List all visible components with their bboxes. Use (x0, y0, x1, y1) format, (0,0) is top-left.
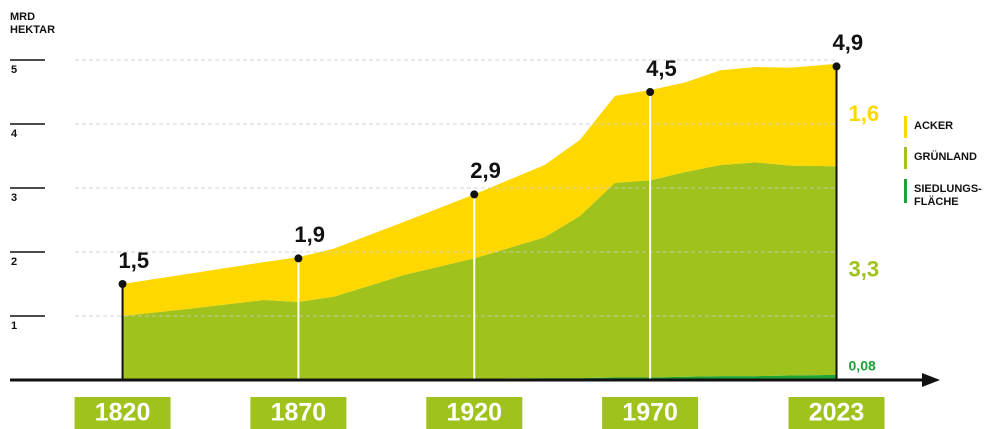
annotation-label: 4,9 (833, 30, 864, 55)
annotation-label: 2,9 (470, 158, 501, 183)
annotation-dot (118, 280, 127, 288)
x-tick-box (602, 397, 699, 429)
x-tick-label: 1820 (95, 399, 151, 427)
legend-swatch (904, 147, 907, 169)
y-tick-label: 5 (11, 64, 17, 76)
end-label: 1,6 (849, 101, 880, 126)
legend-label: SIEDLUNGS- FLÄCHE (914, 183, 982, 208)
legend-swatch (904, 116, 907, 138)
y-tick-label: 3 (11, 192, 17, 204)
x-tick-label: 1920 (446, 399, 502, 427)
annotation-label: 1,5 (119, 248, 150, 273)
end-label: 0,08 (849, 358, 876, 374)
x-tick-box (788, 397, 885, 429)
x-tick-box (250, 397, 347, 429)
x-tick-box (426, 397, 523, 429)
y-tick-label: 4 (11, 128, 18, 140)
x-tick-label: 1970 (622, 399, 678, 427)
annotation-dot (646, 88, 655, 96)
x-axis-arrow (922, 373, 940, 387)
annotation-dot (470, 190, 479, 199)
legend-label: GRÜNLAND (914, 151, 977, 163)
x-tick-box (74, 397, 171, 429)
end-label: 3,3 (849, 256, 880, 281)
annotation-dot (832, 62, 841, 71)
annotation-dot (294, 254, 303, 263)
legend-swatch (904, 179, 907, 203)
area (122, 162, 837, 380)
legend-label: ACKER (914, 120, 954, 132)
annotation-label: 4,5 (646, 56, 677, 81)
area (122, 63, 837, 317)
y-axis-label: MRD HEKTAR (10, 11, 56, 36)
y-tick-label: 2 (11, 256, 17, 268)
x-tick-label: 2023 (809, 399, 865, 427)
x-tick-label: 1870 (271, 399, 327, 427)
y-tick-label: 1 (11, 320, 17, 332)
annotation-label: 1,9 (294, 222, 325, 247)
